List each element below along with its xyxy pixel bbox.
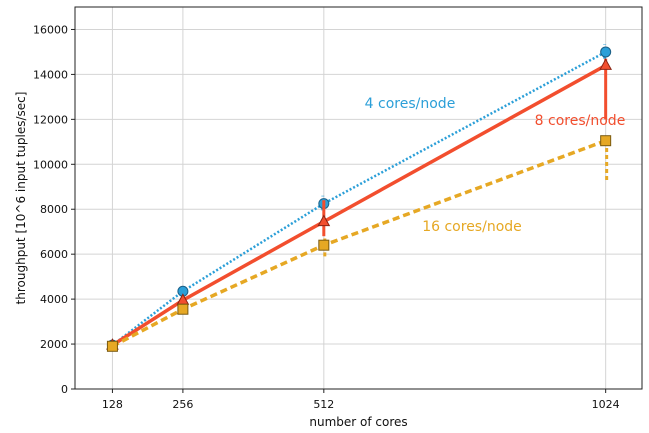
x-tick-label: 256 xyxy=(172,398,193,411)
y-tick-label: 14000 xyxy=(33,68,68,81)
y-tick-label: 0 xyxy=(61,383,68,396)
data-point-square xyxy=(106,340,118,352)
y-tick-label: 4000 xyxy=(40,293,68,306)
series-label-8-cores: 8 cores/node xyxy=(535,113,626,129)
grid xyxy=(75,7,642,390)
data-point-triangle xyxy=(317,214,331,227)
x-axis-title: number of cores xyxy=(309,415,407,429)
series-2 xyxy=(106,135,612,352)
data-point-square xyxy=(177,303,189,315)
series-label-16-cores: 16 cores/node xyxy=(422,219,522,235)
series-line xyxy=(111,50,607,347)
y-tick-label: 10000 xyxy=(33,158,68,171)
data-point-circle xyxy=(600,46,612,58)
series-line xyxy=(111,139,607,348)
data-point-triangle xyxy=(599,58,613,70)
series-line xyxy=(111,63,607,347)
y-tick-label: 2000 xyxy=(40,338,68,351)
x-tick-label: 128 xyxy=(102,398,123,411)
data-point-square xyxy=(318,239,330,251)
x-tick-label: 512 xyxy=(313,398,334,411)
series-label-4-cores: 4 cores/node xyxy=(365,96,456,112)
y-tick-label: 6000 xyxy=(40,248,68,261)
y-tick-label: 16000 xyxy=(33,23,68,36)
x-axis: 128 256 512 1024 xyxy=(102,389,620,411)
y-tick-label: 12000 xyxy=(33,113,68,126)
y-tick-label: 8000 xyxy=(40,203,68,216)
y-axis: 0 2000 4000 6000 8000 10000 12000 14000 16000 xyxy=(33,23,75,396)
series-layer xyxy=(106,44,613,352)
plot-area xyxy=(74,6,643,390)
data-point-square xyxy=(600,135,612,147)
y-axis-title: throughput [10^6 input tuples/sec] xyxy=(14,92,28,305)
x-tick-label: 1024 xyxy=(592,398,620,411)
